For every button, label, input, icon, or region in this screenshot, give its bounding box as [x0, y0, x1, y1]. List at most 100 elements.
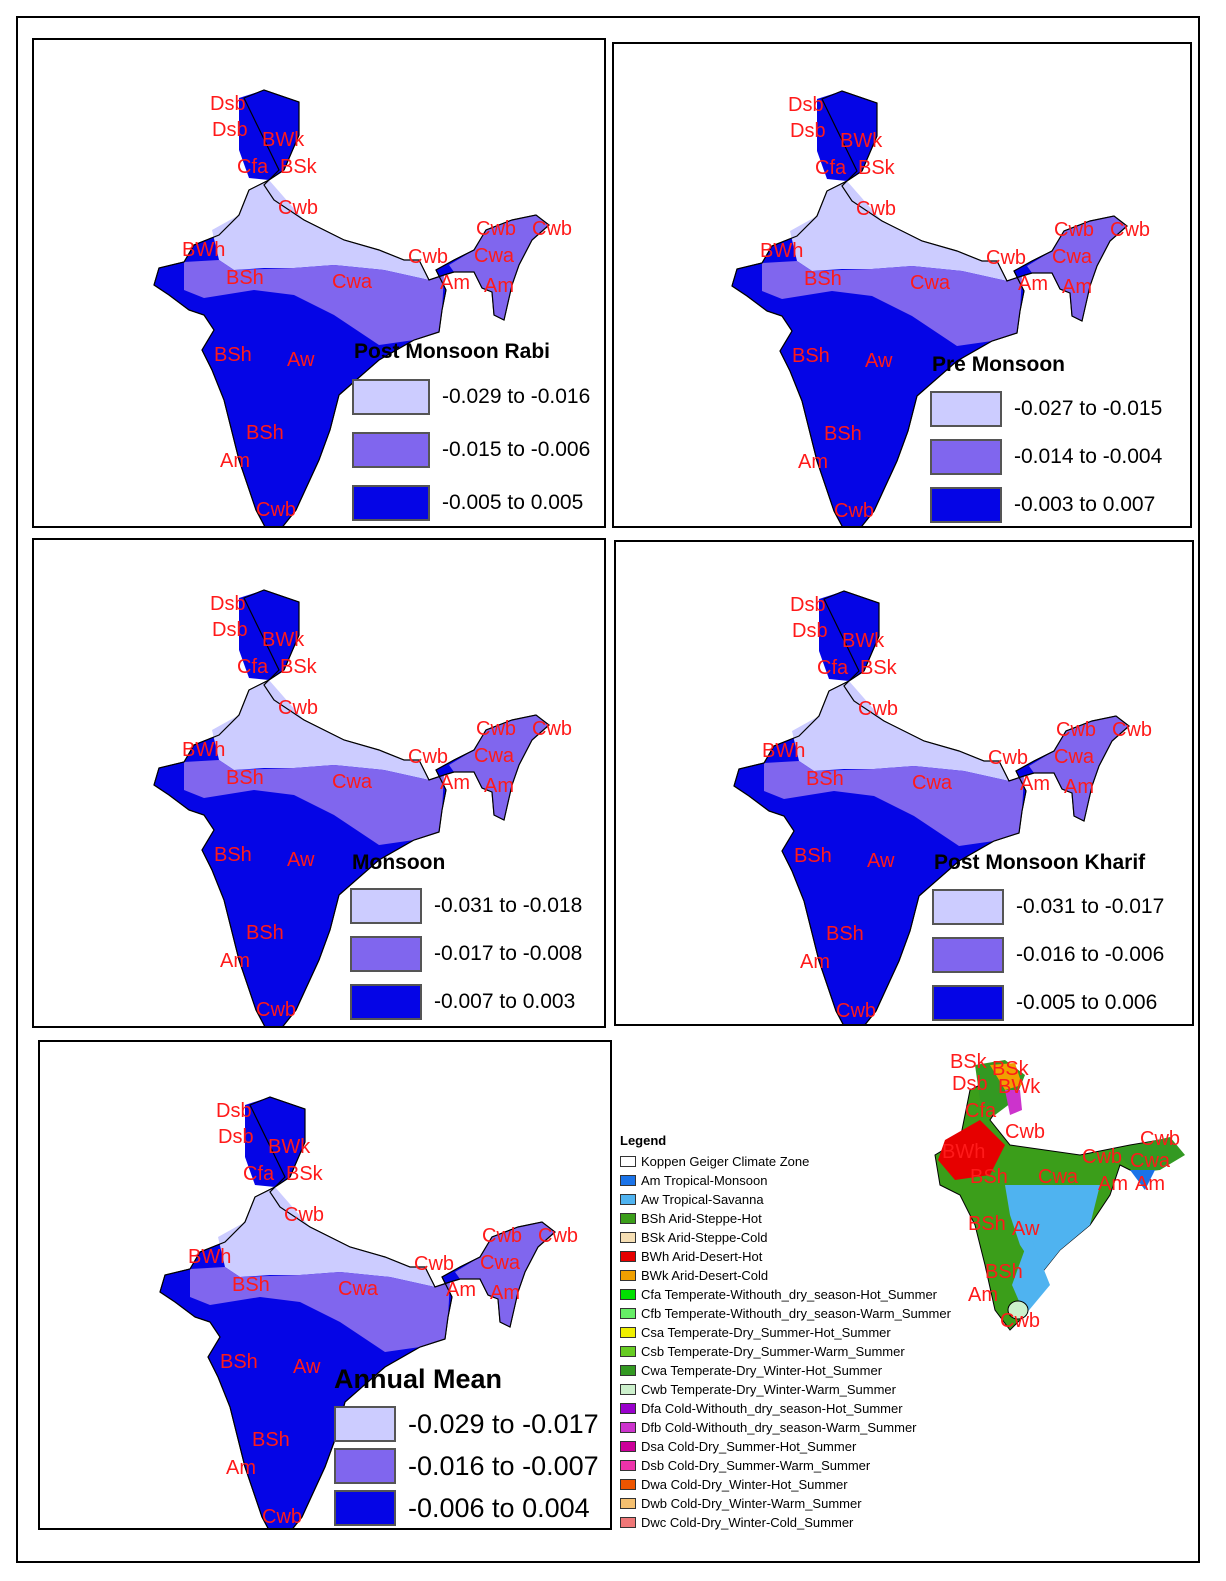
zone-label: Cwb	[532, 718, 572, 740]
koppen-legend-item: Cwa Temperate-Dry_Winter-Hot_Summer	[620, 1361, 1000, 1380]
legend-swatch	[932, 889, 1004, 925]
zone-label: Cwb	[414, 1253, 454, 1275]
zone-label: Cwb	[408, 246, 448, 268]
legend-swatch	[932, 937, 1004, 973]
koppen-legend-item: Cfb Temperate-Withouth_dry_season-Warm_S…	[620, 1304, 1000, 1323]
koppen-legend-swatch	[620, 1175, 636, 1186]
legend-swatch	[930, 487, 1002, 523]
legend-swatch	[350, 936, 422, 972]
country-outline	[153, 589, 550, 1026]
zone-label: Cwb	[262, 1506, 302, 1528]
koppen-legend-label: Cwa Temperate-Dry_Winter-Hot_Summer	[641, 1363, 883, 1378]
zone-label: BWk	[840, 130, 883, 152]
zone-label: Aw	[867, 850, 895, 872]
zone-label: Dsb	[212, 619, 248, 641]
map-panel: Dsb Dsb BWk Cfa BSk Cwb BWh BSh Cwa Cwb Am Cwb Cwb Cw…	[612, 42, 1192, 528]
country-outline	[731, 90, 1128, 526]
class-low-region	[212, 680, 429, 780]
koppen-legend-label: BWh Arid-Desert-Hot	[641, 1249, 763, 1264]
ref-map-shapes	[934, 1060, 1185, 1331]
ref-label: Cwb	[1140, 1128, 1180, 1150]
legend-range: -0.031 to -0.017	[1016, 895, 1165, 918]
class-high-north-region	[819, 591, 879, 681]
panel-title: Annual Mean	[334, 1364, 503, 1394]
legend-swatch	[932, 985, 1004, 1021]
country-outline	[159, 1096, 556, 1528]
zone-label: BSh	[226, 767, 264, 789]
zone-label: Aw	[287, 349, 315, 371]
legend-swatch	[334, 1406, 396, 1442]
legend-range: -0.029 to -0.016	[442, 385, 591, 408]
ref-label: Cwb	[1005, 1121, 1045, 1143]
zone-label: Dsb	[788, 94, 824, 116]
zone-label: Cfa	[237, 156, 269, 178]
legend-swatch	[352, 432, 430, 468]
koppen-legend-swatch	[620, 1346, 636, 1357]
zone-label: Cwb	[834, 500, 874, 522]
zone-label: Cwb	[836, 1000, 876, 1022]
zone-label: BSk	[280, 656, 318, 678]
zone-label: BWh	[182, 239, 225, 261]
legend-range: -0.027 to -0.015	[1014, 397, 1163, 420]
zone-label: Cfa	[243, 1163, 275, 1185]
legend-row: -0.029 to -0.016	[352, 378, 590, 416]
zone-label: BSh	[252, 1429, 290, 1451]
zone-label: Cfa	[817, 657, 849, 679]
koppen-legend-item: BSk Arid-Steppe-Cold	[620, 1228, 1000, 1247]
koppen-legend-swatch	[620, 1422, 636, 1433]
class-mid-region	[764, 761, 1024, 846]
map-panel: Dsb Dsb BWk Cfa BSk Cwb BWh BSh Cwa Cwb Am Cwb Cwb Cw…	[32, 38, 606, 528]
zone-label: Am	[490, 1282, 520, 1304]
ref-label: BSk	[992, 1058, 1030, 1080]
ref-label: BSk	[950, 1051, 988, 1073]
zone-label: Am	[220, 450, 250, 472]
class-low-region	[792, 681, 1009, 781]
koppen-legend-label: Dsb Cold-Dry_Summer-Warm_Summer	[641, 1458, 871, 1473]
zone-label: Cwb	[284, 1204, 324, 1226]
zone-label: Dsb	[216, 1100, 252, 1122]
ref-label: BSh	[968, 1213, 1006, 1235]
ref-label: Cwb	[1082, 1146, 1122, 1168]
zone-label: Cwb	[476, 218, 516, 240]
zone-label: Cwb	[1112, 719, 1152, 741]
class-mid-ne-region	[455, 1222, 555, 1327]
zone-label: Aw	[287, 849, 315, 871]
legend-row: -0.027 to -0.015	[930, 390, 1162, 428]
zone-label: Dsb	[790, 594, 826, 616]
zone-label: BWh	[188, 1246, 231, 1268]
koppen-legend-label: Am Tropical-Monsoon	[641, 1173, 768, 1188]
koppen-legend-item: Dwa Cold-Dry_Winter-Hot_Summer	[620, 1475, 1000, 1494]
zone-label: Am	[800, 951, 830, 973]
zone-label: Cwb	[988, 747, 1028, 769]
class-high-north-region	[239, 90, 299, 180]
class-low-region	[218, 1187, 435, 1287]
legend-row: -0.015 to -0.006	[352, 431, 590, 469]
zone-label: BWk	[268, 1136, 311, 1158]
koppen-legend-swatch	[620, 1327, 636, 1338]
koppen-legend-label: Cfb Temperate-Withouth_dry_season-Warm_S…	[641, 1306, 951, 1321]
zone-label: BSh	[220, 1351, 258, 1373]
koppen-legend-item: Koppen Geiger Climate Zone	[620, 1152, 1000, 1171]
koppen-legend-item: BSh Arid-Steppe-Hot	[620, 1209, 1000, 1228]
koppen-legend-label: Dwb Cold-Dry_Winter-Warm_Summer	[641, 1496, 862, 1511]
legend-range: -0.031 to -0.018	[434, 894, 583, 917]
zone-label: Dsb	[792, 620, 828, 642]
zone-label: Am	[484, 275, 514, 297]
zone-label: Am	[440, 272, 470, 294]
legend-row: -0.031 to -0.017	[932, 888, 1164, 926]
zone-label: BSk	[858, 157, 896, 179]
panel-title: Post Monsoon Kharif	[934, 851, 1146, 874]
zone-label: Am	[440, 772, 470, 794]
zone-label: Cwa	[332, 271, 373, 293]
koppen-legend-items: Koppen Geiger Climate Zone Am Tropical-Mo…	[620, 1152, 1000, 1532]
zone-label: Cwa	[912, 772, 953, 794]
class-mid-ne-region	[1027, 216, 1127, 321]
zone-label: BSk	[860, 657, 898, 679]
koppen-legend-swatch	[620, 1289, 636, 1300]
figure-frame	[16, 16, 1200, 1563]
